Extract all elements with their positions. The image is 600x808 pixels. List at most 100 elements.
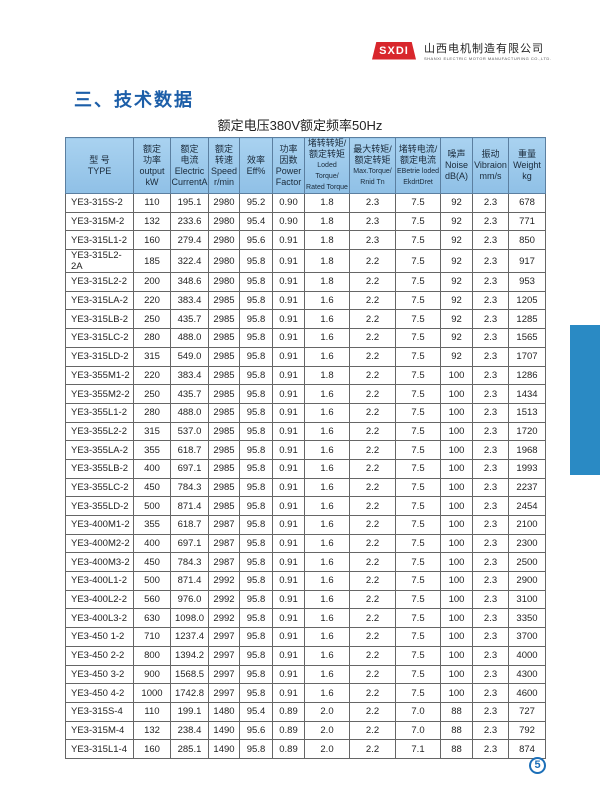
column-header-line: 功率	[142, 154, 161, 165]
value-cell: 2.2	[349, 440, 396, 460]
value-cell: 0.91	[272, 683, 305, 703]
value-cell: 160	[133, 739, 171, 759]
value-cell: 110	[133, 701, 171, 722]
value-cell: 697.1	[170, 458, 209, 479]
value-cell: 0.89	[272, 720, 305, 741]
value-cell: 1742.8	[170, 683, 209, 703]
value-cell: 2300	[508, 533, 546, 554]
value-cell: 2.3	[472, 589, 509, 610]
value-cell: 2.0	[304, 720, 350, 741]
value-cell: 7.5	[395, 384, 441, 404]
value-cell: 2.2	[349, 515, 396, 535]
column-header-line: 电流	[180, 154, 199, 165]
value-cell: 1.8	[304, 211, 350, 232]
value-cell: 1568.5	[170, 664, 209, 685]
value-cell: 2500	[508, 552, 546, 573]
value-cell: 2.3	[472, 571, 509, 591]
column-header-line: 转速	[214, 154, 233, 165]
value-cell: 2.2	[349, 664, 396, 685]
value-cell: 1.8	[304, 193, 350, 213]
value-cell: 2.2	[349, 739, 396, 759]
value-cell: 100	[440, 496, 473, 516]
value-cell: 7.5	[395, 193, 441, 213]
value-cell: 2987	[208, 533, 240, 554]
value-cell: 7.0	[395, 720, 441, 741]
table-row: YE3-400M2-2 400 697.1 2987 95.8 0.91 1.6 2.2 7.5…	[65, 533, 546, 554]
value-cell: 195.1	[170, 193, 209, 213]
value-cell: 110	[133, 193, 171, 213]
column-header-line: r/min	[214, 176, 234, 187]
value-cell: 132	[133, 211, 171, 232]
value-cell: 2980	[208, 193, 240, 213]
column-header-line: Power	[275, 165, 302, 176]
table-row: YE3-315S-2 110 195.1 2980 95.2 0.90 1.8 2.3 7.5 9…	[65, 193, 546, 213]
value-cell: 92	[440, 249, 473, 274]
value-cell: 2.3	[472, 384, 509, 404]
value-cell: 250	[133, 384, 171, 404]
model-cell: YE3-400L3-2	[65, 608, 134, 629]
value-cell: 100	[440, 440, 473, 460]
value-cell: 0.89	[272, 701, 305, 722]
value-cell: 7.5	[395, 365, 441, 386]
value-cell: 2.2	[349, 496, 396, 516]
value-cell: 2.3	[472, 249, 509, 274]
value-cell: 435.7	[170, 309, 209, 330]
value-cell: 100	[440, 571, 473, 591]
value-cell: 0.91	[272, 552, 305, 573]
column-header-line: output	[139, 165, 165, 176]
value-cell: 100	[440, 421, 473, 442]
value-cell: 0.91	[272, 608, 305, 629]
value-cell: 7.5	[395, 645, 441, 666]
model-cell: YE3-400L2-2	[65, 589, 134, 610]
model-cell: YE3-355L1-2	[65, 402, 134, 423]
value-cell: 95.8	[239, 627, 273, 647]
value-cell: 7.5	[395, 346, 441, 367]
value-cell: 2.2	[349, 249, 396, 274]
value-cell: 7.5	[395, 496, 441, 516]
model-cell: YE3-315L2-2	[65, 272, 134, 292]
value-cell: 2985	[208, 309, 240, 330]
value-cell: 0.91	[272, 515, 305, 535]
column-header: 最大转矩/额定转矩 Max.Torque/Rnid Tn	[349, 137, 396, 194]
value-cell: 95.4	[239, 701, 273, 722]
value-cell: 1.8	[304, 365, 350, 386]
column-header: 型 号 TYPE	[65, 137, 134, 194]
value-cell: 0.91	[272, 230, 305, 251]
value-cell: 1285	[508, 309, 546, 330]
value-cell: 7.5	[395, 664, 441, 685]
column-header: 额定 功率 output kW	[133, 137, 171, 194]
column-header-line: Rnid Tn	[360, 178, 385, 186]
value-cell: 874	[508, 739, 546, 759]
value-cell: 1.6	[304, 328, 350, 348]
value-cell: 488.0	[170, 328, 209, 348]
value-cell: 1205	[508, 290, 546, 311]
table-row: YE3-400L3-2 630 1098.0 2992 95.8 0.91 1.6 2.2 7.…	[65, 608, 546, 629]
value-cell: 95.8	[239, 458, 273, 479]
value-cell: 1.6	[304, 589, 350, 610]
value-cell: 618.7	[170, 515, 209, 535]
value-cell: 100	[440, 627, 473, 647]
company-name-cn: 山西电机制造有限公司	[424, 43, 544, 55]
value-cell: 100	[440, 608, 473, 629]
value-cell: 7.5	[395, 552, 441, 573]
value-cell: 2997	[208, 683, 240, 703]
value-cell: 95.8	[239, 365, 273, 386]
value-cell: 500	[133, 571, 171, 591]
column-header-line: 额定转矩	[308, 149, 345, 159]
value-cell: 2985	[208, 384, 240, 404]
table-header-row: 型 号 TYPE 额定 功率 output kW 额定 电流 Electric CurrentA 额…	[65, 137, 546, 194]
value-cell: 7.5	[395, 290, 441, 311]
value-cell: 95.4	[239, 211, 273, 232]
model-cell: YE3-355M1-2	[65, 365, 134, 386]
value-cell: 160	[133, 230, 171, 251]
value-cell: 1.6	[304, 384, 350, 404]
value-cell: 2.3	[472, 440, 509, 460]
value-cell: 0.91	[272, 290, 305, 311]
value-cell: 7.0	[395, 701, 441, 722]
value-cell: 95.6	[239, 720, 273, 741]
value-cell: 1.6	[304, 477, 350, 498]
value-cell: 2992	[208, 589, 240, 610]
value-cell: 95.8	[239, 272, 273, 292]
column-header-line: Noise	[444, 160, 468, 170]
value-cell: 2.2	[349, 272, 396, 292]
